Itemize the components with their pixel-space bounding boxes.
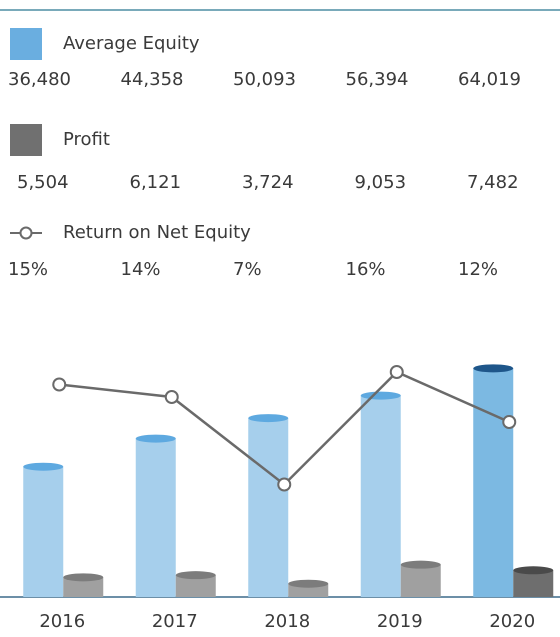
- value-label: 16%: [346, 259, 386, 280]
- line-marker: [277, 477, 292, 492]
- bar: [473, 368, 514, 597]
- bar: [400, 564, 441, 597]
- bar-top: [23, 462, 64, 471]
- bar: [513, 570, 554, 597]
- legend-label: Profit: [63, 129, 110, 150]
- bar-top: [400, 560, 441, 569]
- bar-top: [135, 434, 176, 443]
- value-label: 7%: [233, 259, 262, 280]
- legend-swatch: [10, 28, 42, 60]
- value-label: 36,480: [8, 69, 71, 90]
- legend-label: Return on Net Equity: [63, 222, 251, 243]
- value-label: 14%: [121, 259, 161, 280]
- bar: [63, 577, 104, 597]
- bar-top: [513, 566, 554, 575]
- value-label: 44,358: [121, 69, 184, 90]
- x-tick-label: 2016: [39, 611, 85, 632]
- line-marker: [52, 377, 67, 392]
- legend-swatch: [10, 124, 42, 156]
- value-label: 6,121: [130, 172, 182, 193]
- bar: [175, 575, 216, 597]
- legend-marker: [19, 226, 33, 240]
- value-label: 7,482: [467, 172, 519, 193]
- value-label: 12%: [458, 259, 498, 280]
- bar: [135, 438, 176, 597]
- bar-top: [63, 573, 104, 582]
- value-label: 5,504: [17, 172, 69, 193]
- bar-top: [248, 414, 289, 423]
- bar-top: [175, 571, 216, 580]
- bar: [248, 418, 289, 597]
- value-label: 56,394: [346, 69, 409, 90]
- line-marker: [502, 415, 517, 429]
- bar-top: [473, 364, 514, 373]
- x-tick-label: 2020: [489, 611, 535, 632]
- line-marker: [389, 365, 404, 379]
- line-marker: [164, 390, 179, 404]
- value-label: 3,724: [242, 172, 294, 193]
- value-label: 15%: [8, 259, 48, 280]
- x-tick-label: 2019: [377, 611, 423, 632]
- x-tick-label: 2018: [264, 611, 310, 632]
- x-tick-label: 2017: [152, 611, 198, 632]
- bar-top: [360, 391, 401, 400]
- bar: [360, 395, 401, 597]
- value-label: 64,019: [458, 69, 521, 90]
- value-label: 9,053: [355, 172, 407, 193]
- bar: [23, 466, 64, 597]
- legend-label: Average Equity: [63, 33, 200, 54]
- bar-top: [288, 579, 329, 588]
- value-label: 50,093: [233, 69, 296, 90]
